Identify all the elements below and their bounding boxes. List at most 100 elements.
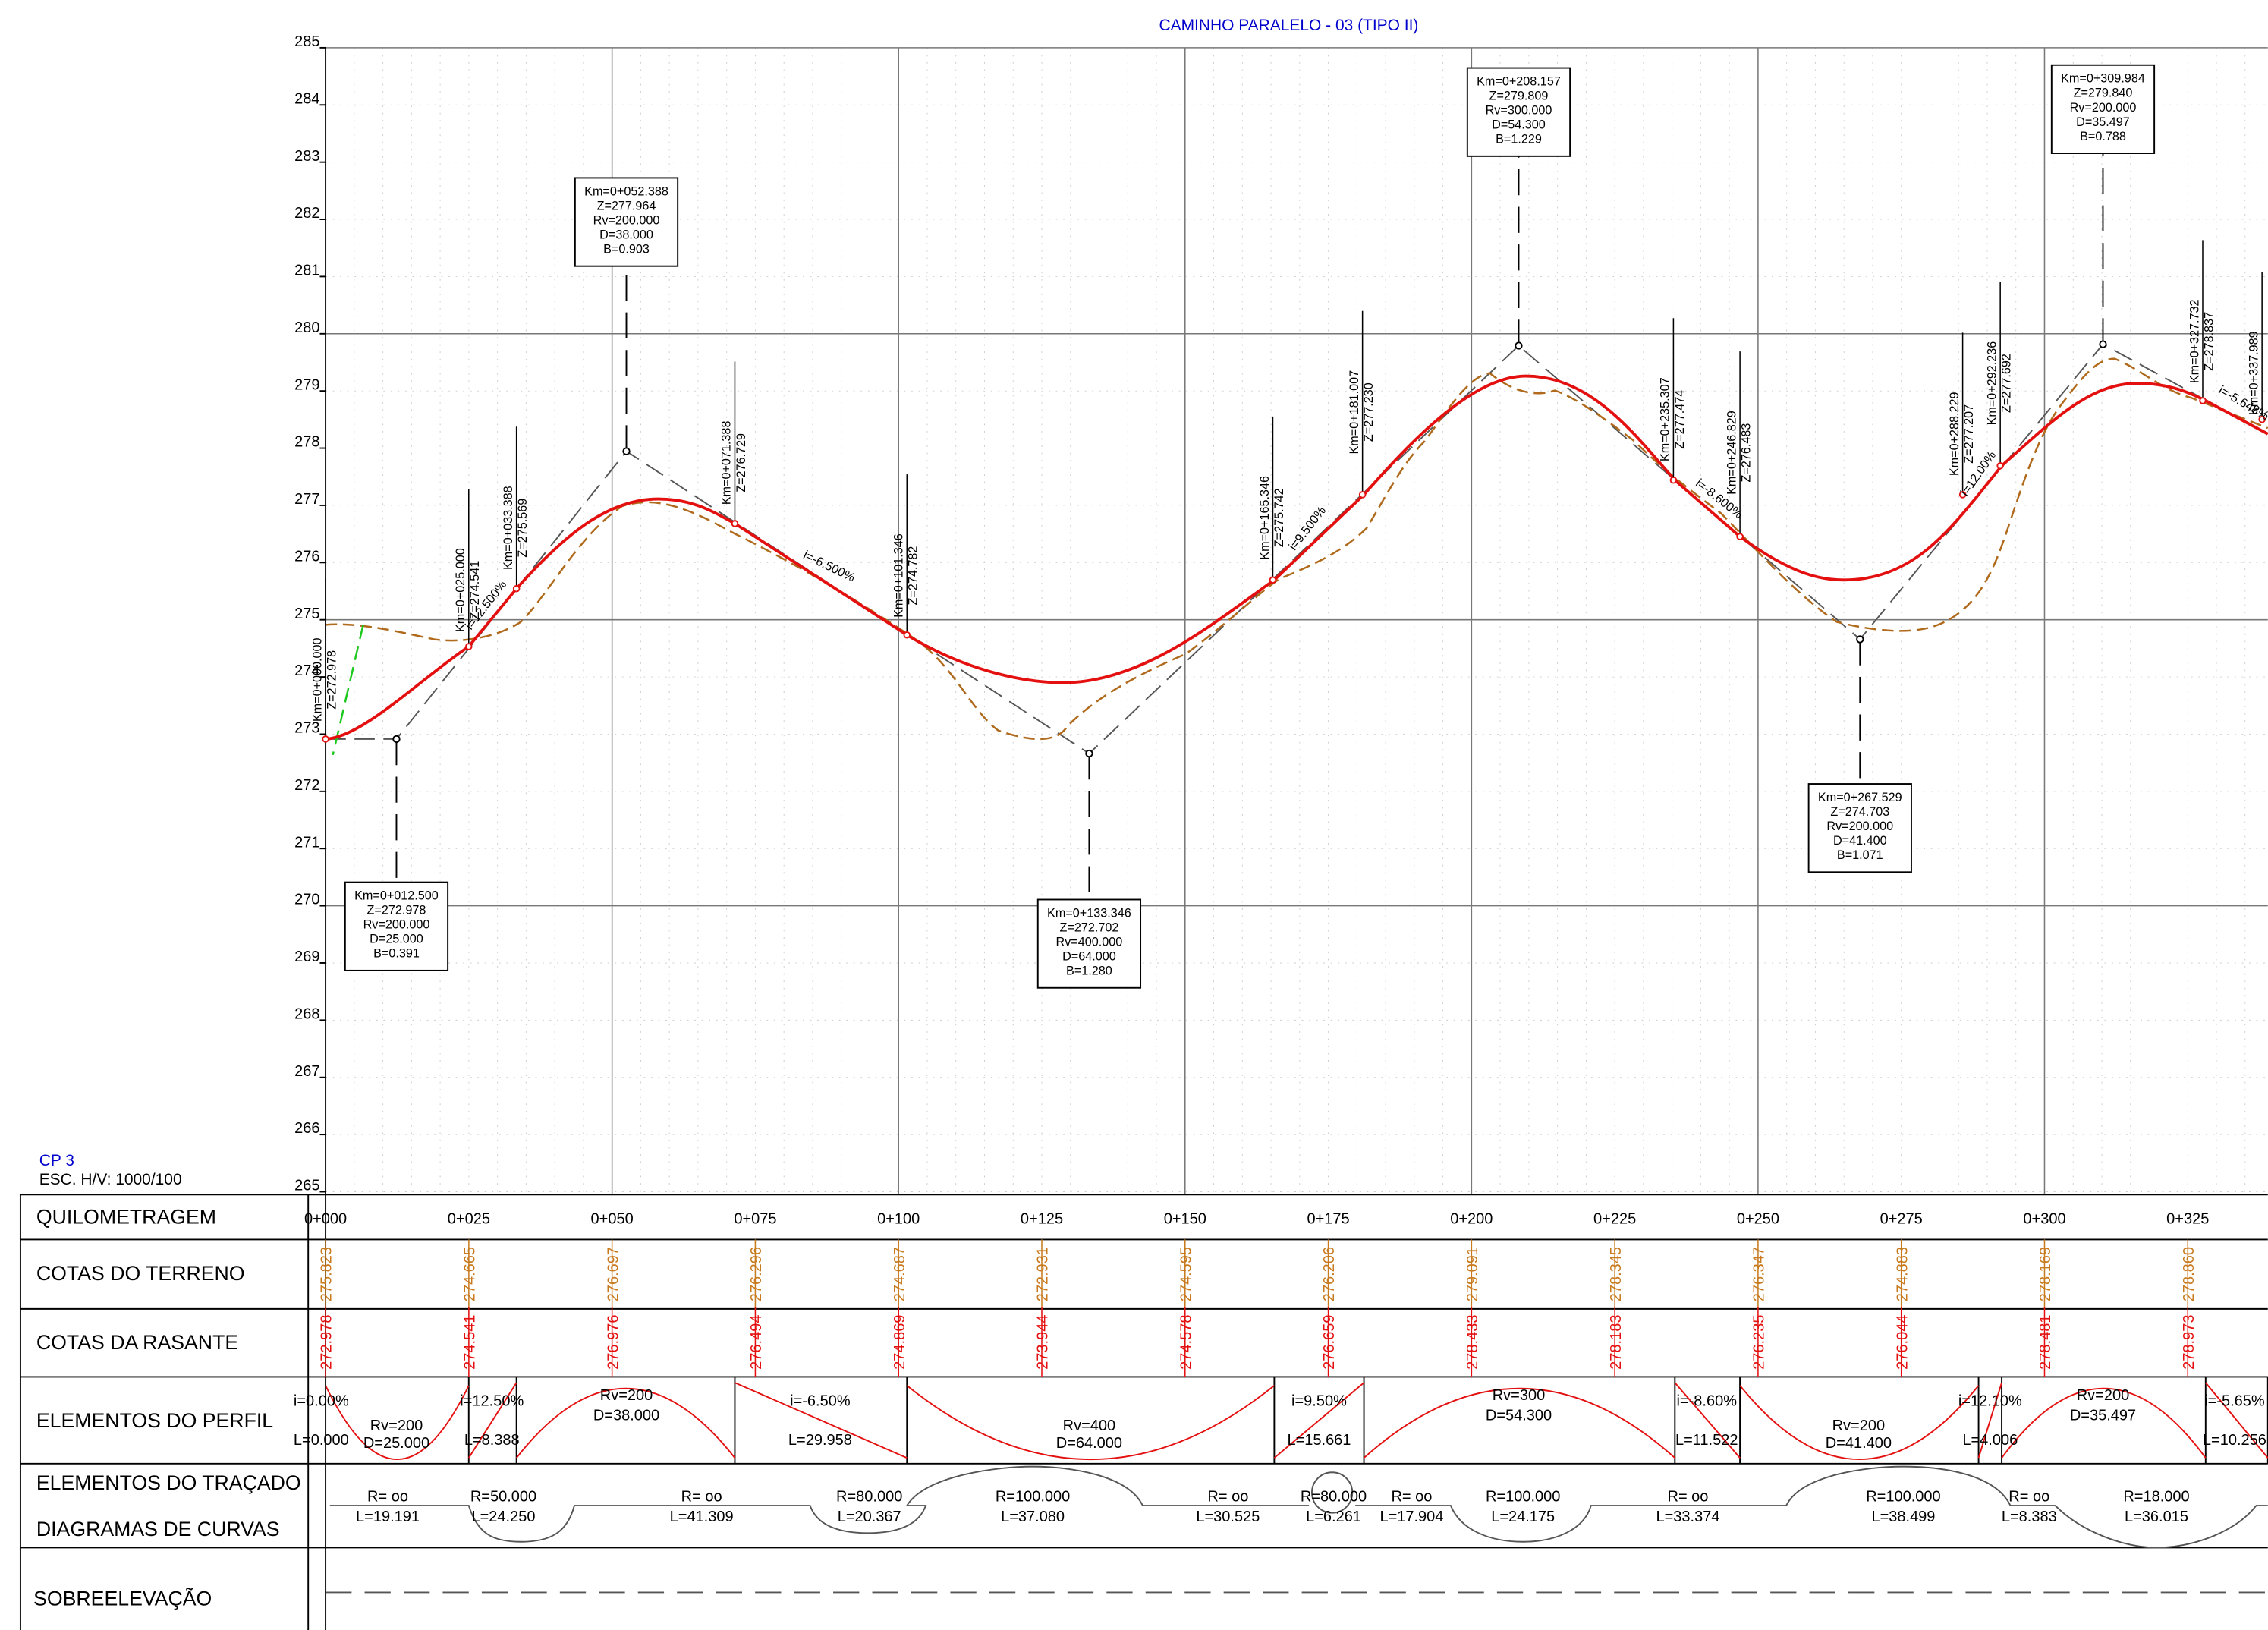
elevation-label: 278 [294, 434, 319, 451]
grade-value: 278.433 [1464, 1315, 1481, 1370]
profile-label: i=-5.65% [2204, 1393, 2265, 1410]
vertex-box [1466, 67, 1571, 157]
vertex-label: Z=272.702 [1059, 920, 1118, 934]
profile-label: i=-6.50% [790, 1393, 851, 1410]
profile-label: D=25.000 [363, 1435, 429, 1452]
elevation-label: 285 [294, 33, 319, 50]
point-label: Z=277.692 [2000, 354, 2014, 413]
vertex-label: D=25.000 [370, 933, 423, 946]
alignment-label: R=50.000 [470, 1488, 536, 1505]
alignment-label: L=17.904 [1379, 1509, 1443, 1525]
station-label: 0+125 [1021, 1210, 1063, 1227]
terrain-value: 274.687 [892, 1247, 908, 1301]
station-label: 0+075 [734, 1210, 776, 1227]
terrain-value: 274.665 [461, 1247, 478, 1301]
vertex [1085, 749, 1093, 758]
elevation-label: 272 [294, 777, 319, 794]
profile-label: L=0.000 [294, 1432, 349, 1449]
elevation-label: 268 [294, 1005, 319, 1022]
point-label: Km=0+101.346 [892, 533, 906, 618]
elevation-label: 274 [294, 662, 319, 679]
elevation-label: 282 [294, 205, 319, 222]
profile-label: i=9.50% [1291, 1393, 1347, 1410]
elevation-label: 277 [294, 491, 319, 508]
point [1958, 491, 1967, 499]
grade-value: 276.494 [748, 1315, 765, 1370]
terrain-value: 279.091 [1464, 1247, 1481, 1301]
vertex-box [2050, 64, 2156, 154]
vertex-label: B=1.071 [1837, 848, 1883, 862]
alignment-label: L=24.250 [472, 1509, 536, 1525]
vertex-label: Km=0+012.500 [354, 889, 439, 902]
point-label: Km=0+327.732 [2188, 299, 2201, 383]
station-label: 0+200 [1450, 1210, 1493, 1227]
vertex-label: Km=0+052.388 [584, 184, 668, 198]
elevation-label: 265 [294, 1178, 319, 1194]
terrain-value: 274.595 [1178, 1247, 1194, 1301]
vertex-label: Km=0+309.984 [2061, 72, 2145, 86]
point [1269, 576, 1277, 584]
station-label: 0+275 [1880, 1210, 1923, 1227]
grade-value: 276.976 [605, 1315, 621, 1370]
vertex-box [1036, 898, 1142, 989]
vertex-label: Rv=200.000 [2070, 101, 2137, 115]
vertex-label: Z=274.703 [1830, 805, 1889, 819]
vertex-label: B=0.391 [373, 947, 420, 961]
alignment-label: R= oo [2008, 1488, 2049, 1505]
alignment-label: L=19.191 [356, 1509, 420, 1525]
profile-curve [735, 1382, 908, 1459]
grade-value: 276.235 [1751, 1315, 1768, 1370]
vertex-label: Rv=200.000 [1826, 820, 1893, 833]
terrain-value: 278.860 [2181, 1247, 2197, 1301]
alignment-label: R=100.000 [1866, 1488, 1940, 1505]
point-label: Z=272.978 [325, 650, 338, 710]
vertex-label: Km=0+267.529 [1818, 791, 1902, 804]
point-label: Z=275.742 [1272, 488, 1286, 547]
point-label: Km=0+033.388 [502, 486, 515, 570]
point-label: Km=0+235.307 [1659, 377, 1672, 461]
point-label: Km=0+165.346 [1258, 476, 1272, 560]
terrain-value: 275.823 [319, 1247, 335, 1301]
terrain-value: 276.347 [1751, 1247, 1768, 1301]
station-label: 0+175 [1307, 1210, 1349, 1227]
alignment-label: L=33.374 [1656, 1509, 1719, 1525]
vertex-label: D=64.000 [1062, 950, 1116, 964]
point-label: Km=0+292.236 [1985, 341, 1999, 426]
point-label: Z=278.837 [2202, 312, 2216, 371]
profile-curve [2001, 1387, 2207, 1459]
station-label: 0+325 [2166, 1210, 2209, 1227]
table [19, 1194, 2268, 1630]
point-label: Km=0+000.000 [310, 637, 324, 722]
station-label: 0+100 [877, 1210, 920, 1227]
alignment-label: L=6.261 [1306, 1509, 1361, 1525]
alignment-label: L=36.015 [2125, 1509, 2188, 1525]
profile-label: Rv=200 [600, 1387, 653, 1404]
profile-curve [1674, 1382, 1741, 1459]
point-label: Km=0+246.829 [1725, 411, 1738, 495]
point-label: Z=274.541 [468, 561, 482, 620]
alignment-label: L=41.309 [670, 1509, 734, 1525]
vertex-label: Z=279.809 [1489, 90, 1549, 103]
row-label: QUILOMETRAGEM [36, 1205, 216, 1228]
point-label: Z=276.483 [1739, 423, 1753, 483]
vertex [2099, 340, 2107, 348]
profile-label: L=29.958 [788, 1432, 852, 1449]
vertex-box [344, 881, 449, 971]
elevation-label: 275 [294, 606, 319, 622]
grade-value: 276.659 [1321, 1315, 1338, 1370]
profile-curve [1739, 1385, 1980, 1460]
station-label: 0+300 [2023, 1210, 2065, 1227]
alignment-label: R=100.000 [996, 1488, 1070, 1505]
row-label: ELEMENTOS DO TRAÇADO [36, 1471, 301, 1494]
row-label: ELEMENTOS DO PERFIL [36, 1409, 273, 1432]
vertex [1856, 635, 1864, 644]
alignment-label: L=24.175 [1491, 1509, 1555, 1525]
grade-value: 274.869 [892, 1315, 908, 1370]
profile-curve [1363, 1387, 1675, 1459]
alignment-label: R= oo [367, 1488, 408, 1505]
terrain-value: 278.345 [1608, 1247, 1625, 1301]
point [322, 735, 329, 743]
point-label: Km=0+181.007 [1348, 370, 1361, 455]
point-label: Z=277.230 [1362, 382, 1376, 442]
vertex-label: D=38.000 [599, 228, 653, 241]
